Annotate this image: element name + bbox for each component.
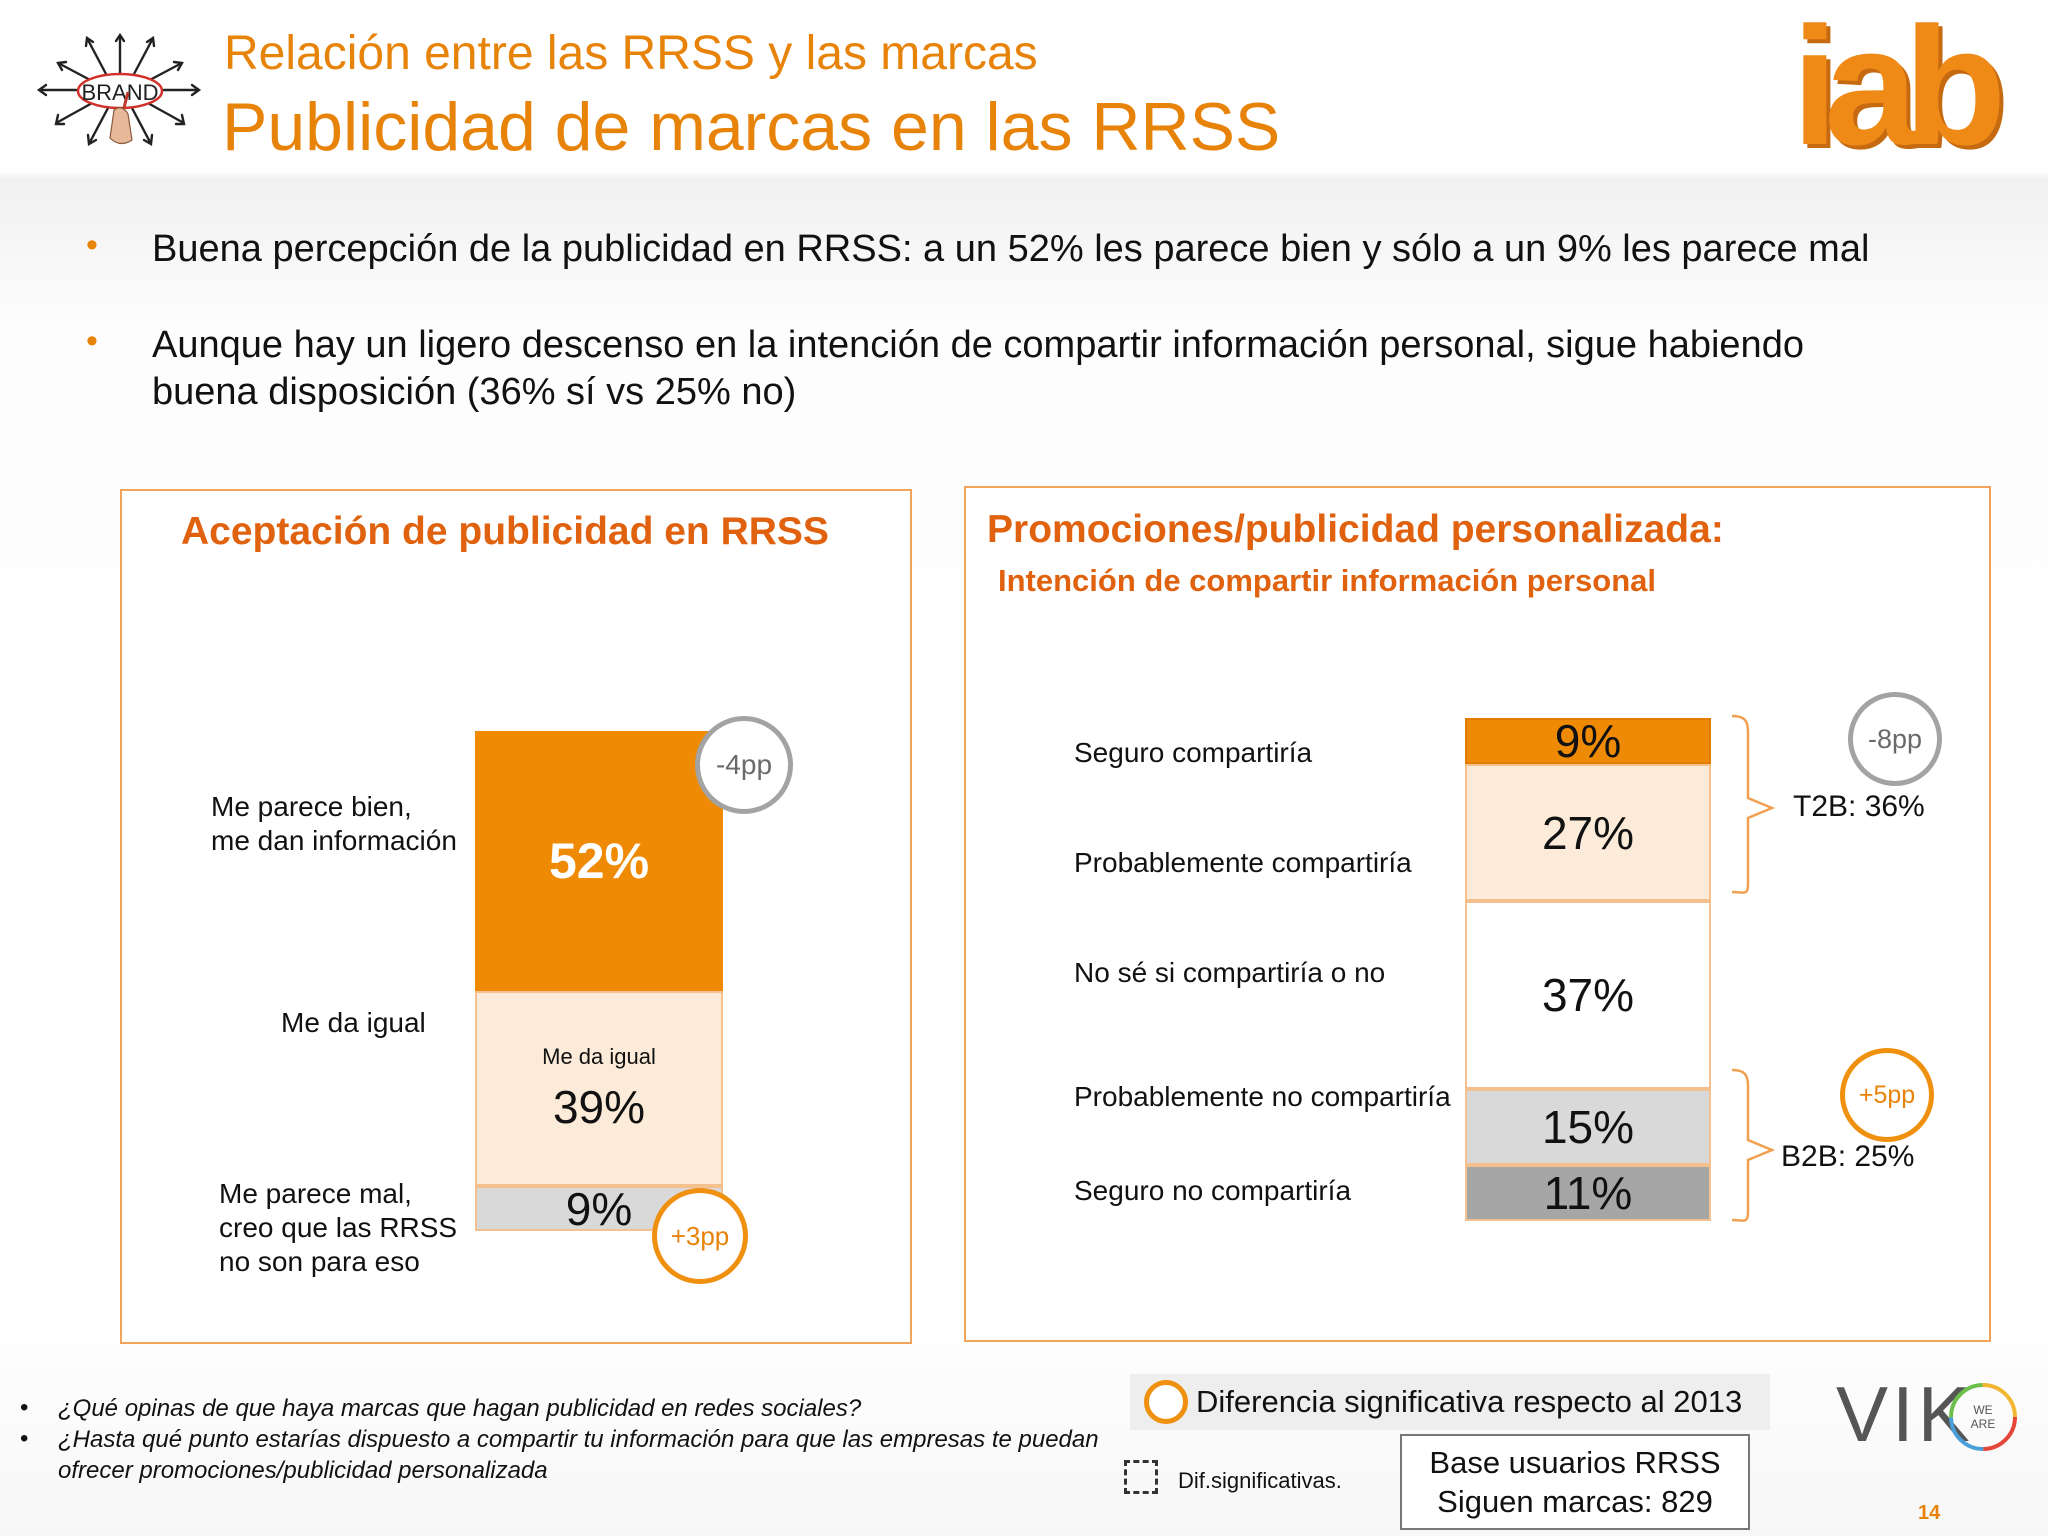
base-line-2: Siguen marcas: 829 [1437, 1484, 1713, 1519]
viko-logo-text: VIK [1836, 1370, 1974, 1458]
data-label-seguro-si: 9% [1554, 715, 1622, 767]
legend-significance: Diferencia significativa respecto al 201… [1130, 1374, 1770, 1430]
legend-dashed-icon [1124, 1460, 1158, 1494]
data-label-prob-no: 15% [1541, 1101, 1635, 1153]
bar-segment-seguro-no: 11% [1465, 1165, 1711, 1221]
row-label-seguro-si: Seguro compartiría [1074, 737, 1313, 768]
viko-logo-badge: WE ARE [1949, 1383, 2017, 1451]
footnote-question-2: ¿Hasta qué punto estarías dispuesto a co… [58, 1426, 1099, 1484]
legend-significance-text: Diferencia significativa respecto al 201… [1196, 1384, 1743, 1419]
footnote-marker: • [20, 1394, 29, 1421]
bullet-marker: • [86, 226, 98, 264]
bar-segment-prob-no: 15% [1465, 1089, 1711, 1165]
header-bar [0, 0, 2048, 172]
row-label-bien: Me parece bien, me dan información [211, 791, 457, 856]
data-label-mal: 9% [565, 1182, 633, 1235]
row-label-prob-no: Probablemente no compartiría [1074, 1081, 1451, 1112]
row-label-mal: Me parece mal, creo que las RRSS no son … [219, 1178, 458, 1277]
bar-segment-seguro-si: 9% [1465, 715, 1711, 767]
svg-text:BRAND: BRAND [81, 80, 158, 105]
bar-segment-igual: Me da igual 39% [475, 991, 723, 1186]
bullet-marker: • [86, 322, 98, 360]
sharing-chart-title: Promociones/publicidad personalizada: [987, 508, 1724, 551]
acceptance-stacked-bar: 52% Me da igual 39% 9% [475, 731, 723, 1235]
legend-circle-icon [1144, 1380, 1188, 1424]
change-badge-mal: +3pp [652, 1188, 748, 1284]
acceptance-chart-title: Aceptación de publicidad en RRSS [181, 510, 829, 553]
row-label-nose: No sé si compartiría o no [1074, 957, 1386, 988]
svg-text:iab: iab [1796, 18, 2004, 168]
data-label-nose: 37% [1541, 969, 1635, 1021]
t2b-bracket [1731, 714, 1776, 894]
bar-segment-prob-si: 27% [1465, 764, 1711, 901]
iab-logo: iab iab [1792, 18, 2016, 168]
change-badge-b2b: +5pp [1840, 1048, 1934, 1142]
change-badge-bien: -4pp [695, 716, 793, 814]
footnote-question-1: ¿Qué opinas de que haya marcas que hagan… [58, 1395, 862, 1422]
bullet-text: Aunque hay un ligero descenso en la inte… [152, 324, 1804, 413]
segment-inner-label: Me da igual [542, 1043, 656, 1069]
svg-text:WE: WE [1973, 1403, 1992, 1417]
brand-logo: BRAND [36, 32, 202, 146]
data-label-bien: 52% [548, 833, 650, 889]
legend-dashed-text: Dif.significativas. [1178, 1468, 1342, 1493]
sharing-chart-subtitle: Intención de compartir información perso… [998, 563, 1656, 598]
t2b-label: T2B: 36% [1793, 790, 1925, 823]
data-label-prob-si: 27% [1541, 806, 1635, 859]
bar-segment-bien: 52% [475, 731, 723, 991]
footnote-marker: • [20, 1425, 29, 1452]
svg-text:ARE: ARE [1971, 1417, 1996, 1431]
b2b-bracket [1731, 1068, 1776, 1222]
b2b-label: B2B: 25% [1781, 1140, 1915, 1173]
data-label-seguro-no: 11% [1543, 1167, 1633, 1219]
page-number: 14 [1918, 1502, 1941, 1524]
row-label-seguro-no: Seguro no compartiría [1074, 1175, 1352, 1206]
row-label-igual: Me da igual [281, 1007, 426, 1038]
data-label-igual: 39% [552, 1080, 646, 1133]
bar-segment-nose: 37% [1465, 901, 1711, 1089]
bullet-text: Buena percepción de la publicidad en RRS… [152, 228, 1870, 270]
change-badge-t2b: -8pp [1848, 692, 1942, 786]
svg-text:iab: iab [1792, 18, 2000, 168]
page-title: Publicidad de marcas en las RRSS [222, 89, 1281, 165]
row-label-prob-si: Probablemente compartiría [1074, 847, 1412, 878]
sharing-stacked-bar: 9% 27% 37% 15% 11% [1465, 715, 1711, 1222]
base-line-1: Base usuarios RRSS [1429, 1445, 1721, 1480]
base-box: Base usuarios RRSS Siguen marcas: 829 [1400, 1434, 1750, 1530]
group-brackets [1731, 714, 1776, 1222]
page-supertitle: Relación entre las RRSS y las marcas [224, 27, 1038, 80]
